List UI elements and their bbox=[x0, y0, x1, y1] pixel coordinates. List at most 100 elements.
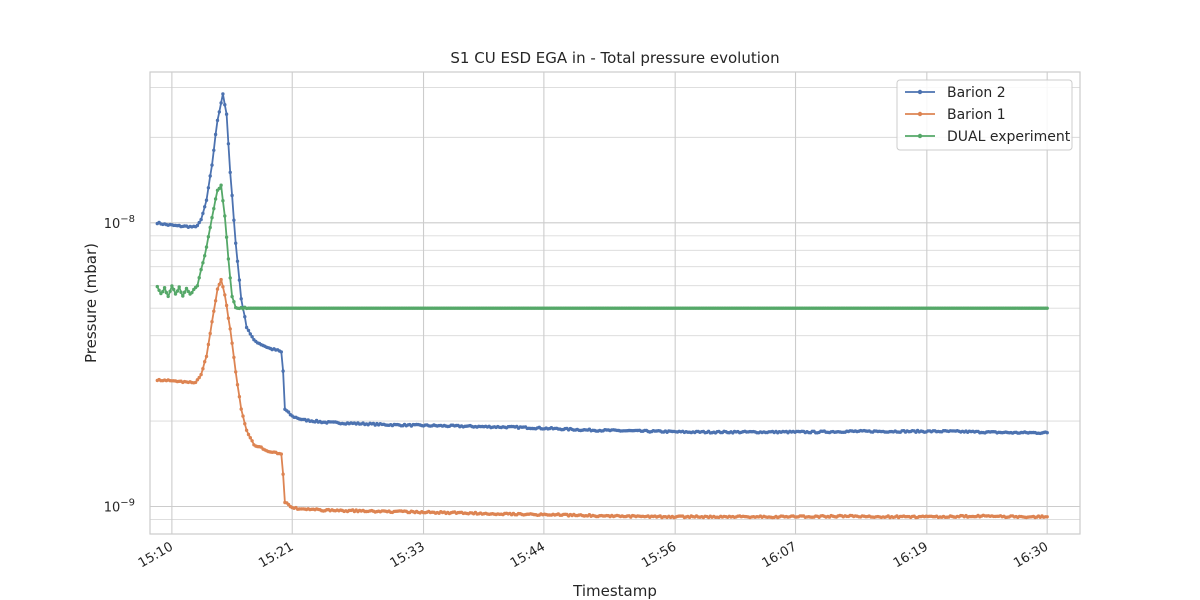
legend-label: Barion 1 bbox=[947, 107, 1006, 123]
data-point bbox=[206, 235, 211, 239]
series-0 bbox=[155, 92, 1049, 436]
data-point bbox=[226, 142, 231, 146]
data-point bbox=[203, 360, 207, 364]
data-point bbox=[223, 293, 227, 297]
data-point bbox=[195, 284, 200, 288]
data-point bbox=[232, 300, 236, 304]
data-point bbox=[279, 452, 283, 456]
data-point bbox=[224, 112, 229, 116]
data-point bbox=[279, 350, 283, 354]
data-point bbox=[223, 103, 227, 107]
data-point bbox=[215, 118, 220, 123]
data-point bbox=[208, 174, 212, 178]
data-point bbox=[166, 294, 170, 299]
data-point bbox=[201, 211, 205, 216]
data-point bbox=[161, 289, 165, 294]
data-point bbox=[224, 235, 229, 239]
chart-title: S1 CU ESD EGA in - Total pressure evolut… bbox=[450, 49, 779, 67]
series-layer bbox=[155, 92, 1049, 520]
series-2 bbox=[155, 183, 1049, 311]
data-point bbox=[157, 288, 161, 292]
data-point bbox=[250, 335, 254, 339]
data-point bbox=[230, 193, 234, 198]
data-point bbox=[232, 218, 236, 222]
data-point bbox=[197, 375, 201, 380]
data-point bbox=[177, 285, 181, 289]
data-point bbox=[221, 199, 225, 203]
data-point bbox=[1045, 306, 1049, 310]
data-point bbox=[221, 285, 225, 289]
data-point bbox=[208, 225, 212, 230]
plot-frame bbox=[149, 71, 1081, 535]
data-point bbox=[217, 186, 221, 191]
data-point bbox=[193, 380, 198, 385]
data-point bbox=[228, 327, 232, 331]
x-tick-label: 15:56 bbox=[639, 539, 679, 571]
data-point bbox=[224, 303, 229, 308]
data-point bbox=[210, 320, 214, 324]
data-point bbox=[239, 407, 243, 411]
legend: Barion 2 Barion 1 DUAL experiment bbox=[896, 79, 1073, 151]
data-point bbox=[204, 354, 209, 359]
data-point bbox=[210, 163, 214, 167]
y-axis-label: Pressure (mbar) bbox=[82, 243, 100, 363]
data-point bbox=[172, 287, 176, 292]
data-point bbox=[239, 297, 243, 301]
data-point bbox=[281, 369, 285, 373]
x-tick-label: 16:07 bbox=[760, 539, 800, 571]
data-point bbox=[226, 257, 231, 261]
data-point bbox=[234, 241, 238, 245]
data-point bbox=[164, 290, 169, 295]
data-point bbox=[201, 367, 205, 371]
data-point bbox=[212, 309, 216, 313]
x-tick-label: 15:44 bbox=[508, 539, 548, 571]
data-point bbox=[155, 284, 159, 289]
data-point bbox=[221, 92, 225, 96]
data-point bbox=[217, 110, 221, 114]
series-line bbox=[156, 184, 1048, 310]
legend-marker bbox=[917, 89, 923, 95]
data-point bbox=[234, 370, 238, 374]
data-point bbox=[232, 355, 236, 360]
data-point bbox=[184, 286, 189, 291]
data-point bbox=[212, 148, 216, 152]
data-point bbox=[237, 395, 242, 399]
data-point bbox=[203, 205, 207, 209]
data-point bbox=[186, 289, 190, 294]
data-point bbox=[241, 414, 245, 418]
data-point bbox=[228, 170, 232, 175]
x-tick-label: 15:33 bbox=[388, 539, 428, 571]
legend-item: Barion 2 bbox=[905, 85, 1006, 101]
data-point bbox=[244, 428, 249, 432]
data-point bbox=[246, 328, 251, 333]
data-point bbox=[175, 289, 180, 293]
data-point bbox=[223, 214, 227, 218]
data-point bbox=[182, 290, 187, 294]
data-point bbox=[286, 410, 291, 414]
data-point bbox=[243, 422, 247, 426]
data-point bbox=[226, 316, 231, 320]
data-point bbox=[215, 287, 220, 291]
legend-marker bbox=[917, 111, 923, 117]
data-point bbox=[248, 436, 252, 440]
data-point bbox=[173, 292, 178, 296]
data-point bbox=[217, 282, 221, 287]
data-point bbox=[208, 331, 212, 336]
y-tick-label: 10−8 bbox=[104, 214, 135, 232]
data-point bbox=[162, 286, 167, 290]
data-point bbox=[197, 220, 201, 225]
data-point bbox=[248, 332, 252, 336]
data-point bbox=[204, 245, 209, 249]
x-tick-label: 15:21 bbox=[256, 539, 296, 571]
data-point bbox=[170, 284, 174, 288]
data-point bbox=[250, 439, 254, 443]
data-point bbox=[190, 290, 194, 295]
data-point bbox=[199, 267, 203, 272]
data-point bbox=[179, 290, 183, 294]
data-point bbox=[228, 276, 232, 280]
data-point bbox=[210, 215, 214, 220]
data-point bbox=[246, 432, 251, 437]
data-point bbox=[237, 278, 242, 282]
data-point bbox=[213, 197, 218, 201]
